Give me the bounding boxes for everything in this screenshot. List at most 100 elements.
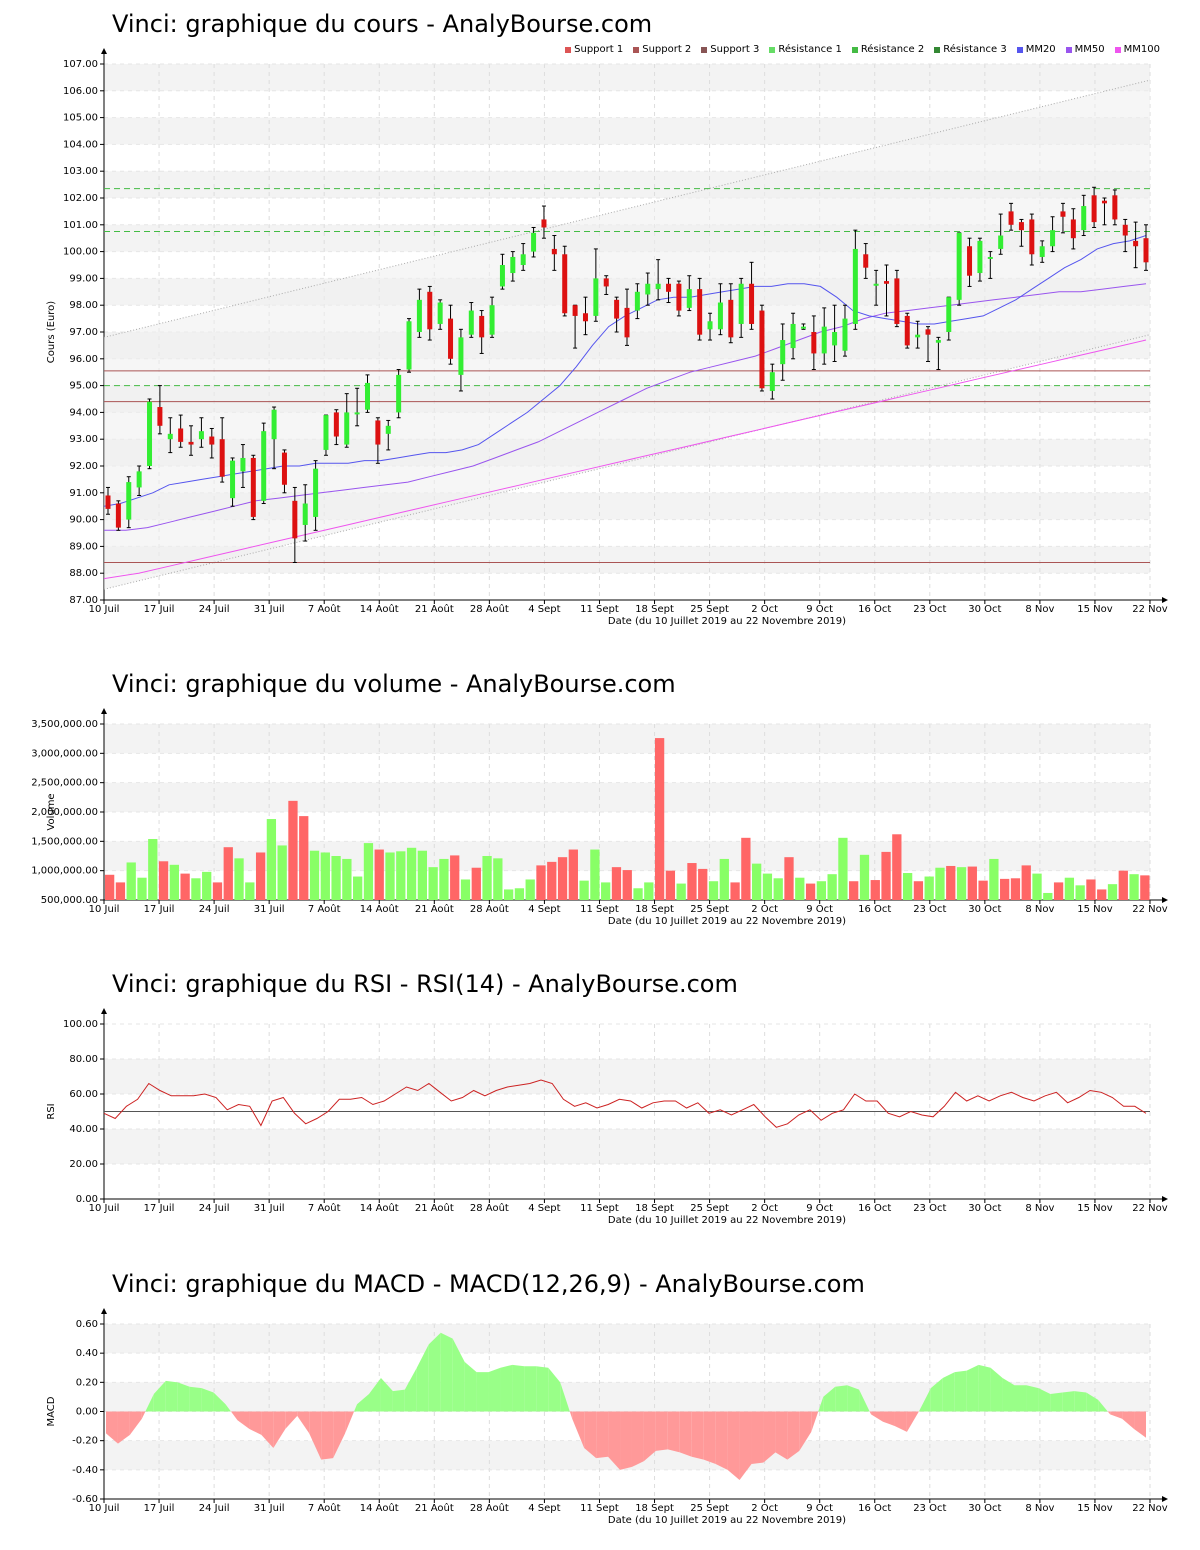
candle-body: [1018, 222, 1024, 231]
volume-bar: [126, 862, 136, 900]
volume-bar: [590, 849, 600, 900]
macd-positive-area: [476, 1372, 489, 1412]
macd-negative-area: [141, 1411, 146, 1419]
macd-xtick-label: 7 Août: [308, 1502, 341, 1514]
candle-body: [1039, 246, 1045, 257]
volume-xtick-label: 25 Sept: [690, 904, 729, 915]
volume-bar: [989, 858, 999, 900]
price-ytick-label: 95.00: [69, 381, 98, 392]
macd-xtick-label: 21 Août: [415, 1502, 454, 1514]
macd-positive-area: [416, 1344, 429, 1412]
macd-negative-area: [906, 1411, 919, 1432]
candle-body: [987, 256, 993, 259]
candle-body: [115, 503, 121, 528]
legend-item: Résistance 3: [934, 44, 1007, 55]
volume-xtick-label: 28 Août: [470, 903, 509, 915]
volume-ytick-label: 2,000,000.00: [31, 807, 98, 818]
rsi-xtick-label: 23 Oct: [913, 1203, 946, 1214]
candle-body: [697, 289, 703, 335]
price-xtick-label: 25 Sept: [690, 604, 729, 615]
volume-ytick-label: 3,000,000.00: [31, 748, 98, 759]
candle-body: [261, 431, 267, 501]
volume-ytick-label: 2,500,000.00: [31, 778, 98, 789]
candle-body: [365, 382, 370, 410]
volume-bar: [417, 850, 428, 900]
macd-negative-area: [569, 1411, 573, 1419]
macd-negative-area: [775, 1411, 788, 1460]
legend-label: MM20: [1025, 44, 1056, 55]
price-xtick-label: 22 Nov: [1132, 604, 1168, 615]
volume-xtick-label: 31 Juil: [254, 904, 285, 915]
volume-xtick-label: 23 Oct: [913, 904, 946, 915]
candle-body: [852, 248, 858, 324]
rsi-chart-title: Vinci: graphique du RSI - RSI(14) - Anal…: [112, 970, 738, 998]
legend-label: MM50: [1074, 44, 1105, 55]
macd-negative-area: [237, 1411, 250, 1429]
price-ytick-label: 96.00: [69, 354, 98, 365]
candle-body: [1133, 240, 1139, 247]
candle-body: [1101, 200, 1107, 204]
price-y-axis-label: Cours (Euro): [46, 301, 57, 364]
price-ytick-label: 93.00: [69, 434, 98, 445]
volume-bar: [277, 845, 287, 900]
volume-xtick-label: 30 Oct: [968, 904, 1001, 915]
rsi-xtick-label: 14 Août: [360, 1202, 399, 1214]
volume-bar: [805, 883, 816, 900]
macd-y-axis-label: MACD: [46, 1396, 57, 1426]
price-x-axis-label: Date (du 10 Juillet 2019 au 22 Novembre …: [608, 616, 846, 627]
macd-chart: 10 Juil 17 Juil 24 Juil 31 Juil 7 Août 14 Aoû…: [46, 1308, 1168, 1526]
volume-bar: [137, 877, 147, 900]
volume-y-arrow: [101, 708, 107, 714]
macd-positive-area: [1074, 1391, 1087, 1412]
volume-bar: [342, 858, 352, 900]
rsi-line: [103, 1079, 1147, 1128]
volume-bar: [956, 867, 967, 900]
volume-bar: [536, 865, 546, 900]
macd-positive-area: [990, 1367, 1003, 1412]
candle-body: [1029, 219, 1035, 255]
macd-xtick-label: 16 Oct: [858, 1503, 891, 1514]
macd-negative-area: [273, 1411, 286, 1448]
volume-bar: [557, 857, 568, 900]
rsi-xtick-label: 7 Août: [308, 1202, 341, 1214]
price-y-arrow: [101, 48, 107, 54]
macd-negative-area: [763, 1411, 776, 1463]
macd-negative-area: [799, 1411, 812, 1451]
candle-body: [105, 495, 111, 509]
price-xtick-label: 24 Juil: [199, 604, 230, 615]
volume-bar: [309, 850, 320, 900]
candle-body: [562, 254, 568, 314]
rsi-xtick-label: 11 Sept: [580, 1203, 619, 1214]
volume-bar: [363, 843, 374, 900]
price-xtick-label: 10 Juil: [89, 604, 120, 615]
candle-body: [427, 291, 433, 330]
volume-bar: [644, 882, 654, 900]
volume-bar: [708, 881, 719, 900]
volume-bar: [547, 861, 557, 900]
candle-body: [769, 372, 775, 391]
legend-label: Support 3: [710, 44, 760, 55]
macd-negative-area: [1134, 1411, 1146, 1438]
volume-bar: [1118, 870, 1128, 900]
candle-body: [624, 307, 630, 338]
candle-body: [915, 334, 921, 338]
volume-bar: [374, 849, 384, 900]
macd-xtick-label: 9 Oct: [806, 1503, 833, 1514]
rsi-xtick-label: 21 Août: [415, 1202, 454, 1214]
candle-body: [510, 256, 516, 274]
volume-bar: [654, 738, 665, 900]
volume-bar: [773, 878, 783, 900]
macd-negative-area: [1107, 1411, 1111, 1415]
volume-bar: [633, 888, 643, 900]
macd-positive-area: [1098, 1399, 1108, 1412]
candle-body: [188, 441, 194, 445]
macd-negative-area: [297, 1411, 310, 1434]
volume-bar: [892, 834, 902, 900]
rsi-band: [104, 1059, 1150, 1094]
price-ytick-label: 91.00: [69, 488, 98, 499]
candle-body: [489, 305, 495, 335]
macd-positive-area: [954, 1370, 967, 1412]
candle-body: [821, 326, 827, 354]
price-ytick-label: 103.00: [63, 166, 98, 177]
price-legend: Support 1 Support 2 Support 3 Résistance 1 R…: [565, 44, 1160, 55]
